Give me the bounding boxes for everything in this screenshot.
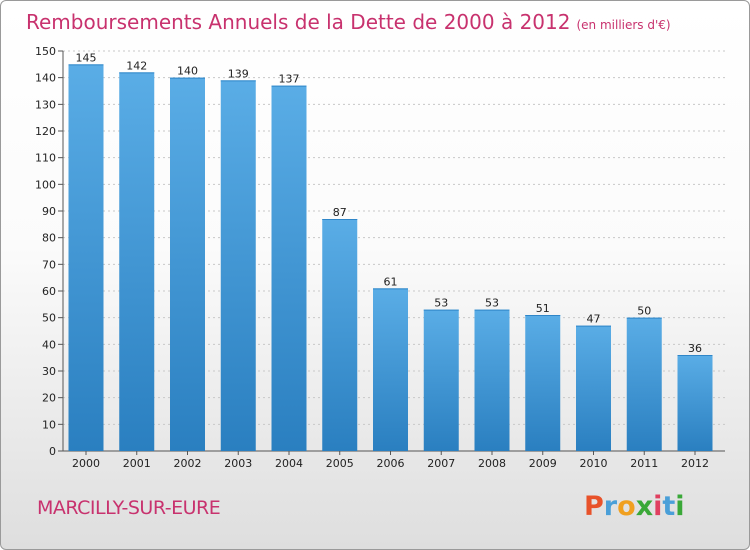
value-label-2009: 51: [536, 302, 550, 315]
x-tick-label-2009: 2009: [529, 457, 557, 470]
bars: [68, 64, 713, 452]
bar-2000: [68, 64, 104, 452]
x-tick-label-2012: 2012: [681, 457, 709, 470]
x-tick-label-2003: 2003: [224, 457, 252, 470]
chart-title: Remboursements Annuels de la Dette de 20…: [26, 10, 671, 34]
x-tick-label-2008: 2008: [478, 457, 506, 470]
x-tick-label-2010: 2010: [580, 457, 608, 470]
x-tick-label-2002: 2002: [174, 457, 202, 470]
bar-2003: [220, 80, 256, 451]
value-label-2003: 139: [228, 67, 249, 80]
y-tick-label: 130: [35, 98, 56, 111]
y-tick-label: 0: [49, 445, 56, 458]
y-tick-label: 80: [42, 232, 56, 245]
bar-2009: [525, 315, 561, 451]
x-tick-label-2006: 2006: [377, 457, 405, 470]
bar-2001: [119, 72, 155, 451]
bar-2004: [271, 85, 307, 452]
value-label-2010: 47: [587, 313, 601, 326]
bar-2008: [474, 309, 510, 451]
chart-subtitle: (en milliers d'€): [576, 18, 671, 32]
x-tick-label-2000: 2000: [72, 457, 100, 470]
value-label-2011: 50: [637, 305, 651, 318]
x-tick-label-2004: 2004: [275, 457, 303, 470]
logo-letter: x: [635, 491, 654, 522]
y-tick-label: 70: [42, 258, 56, 271]
proxiti-logo: Proxiti: [584, 491, 685, 522]
y-tick-label: 120: [35, 125, 56, 138]
bar-2010: [576, 325, 611, 451]
x-tick-label-2001: 2001: [123, 457, 151, 470]
value-label-2000: 145: [76, 51, 97, 64]
value-label-2007: 53: [434, 297, 448, 310]
logo-letter: i: [675, 491, 685, 522]
y-tick-label: 40: [42, 338, 56, 351]
bar-2007: [423, 309, 459, 451]
axes: 0 10 20 30 40 50 60 70 80 90 100 110 120 130 140 150 200…: [35, 45, 725, 470]
y-tick-label: 110: [35, 152, 56, 165]
x-tick-label-2011: 2011: [630, 457, 658, 470]
chart-title-main: Remboursements Annuels de la Dette de 20…: [26, 10, 571, 34]
y-tick-label: 90: [42, 205, 56, 218]
value-label-2004: 137: [279, 73, 300, 86]
bar-2011: [626, 317, 662, 451]
value-labels: 145 142 140 139 137 87 61 53 53 51 47 50 36: [76, 51, 703, 355]
x-tick-label-2007: 2007: [427, 457, 455, 470]
value-label-2006: 61: [384, 275, 398, 288]
y-tick-label: 20: [42, 392, 56, 405]
value-label-2008: 53: [485, 297, 499, 310]
logo-letter: i: [653, 491, 663, 522]
value-label-2002: 140: [177, 65, 198, 78]
y-tick-label: 140: [35, 72, 56, 85]
y-tick-label: 10: [42, 418, 56, 431]
x-tick-label-2005: 2005: [326, 457, 354, 470]
logo-letter: r: [603, 491, 618, 522]
y-tick-label: 100: [35, 178, 56, 191]
logo-letter: t: [662, 491, 676, 522]
value-label-2001: 142: [126, 59, 147, 72]
value-label-2012: 36: [688, 342, 702, 355]
logo-letter: o: [617, 491, 636, 522]
y-tick-label: 30: [42, 365, 56, 378]
commune-name: MARCILLY-SUR-EURE: [37, 497, 221, 519]
y-tick-label: 150: [35, 45, 56, 58]
bar-2012: [677, 355, 713, 451]
value-label-2005: 87: [333, 206, 347, 219]
bar-2006: [373, 288, 408, 451]
bar-2005: [322, 219, 358, 451]
y-tick-label: 50: [42, 312, 56, 325]
y-tick-label: 60: [42, 285, 56, 298]
bar-2002: [170, 77, 205, 452]
logo-letter: P: [584, 491, 604, 522]
